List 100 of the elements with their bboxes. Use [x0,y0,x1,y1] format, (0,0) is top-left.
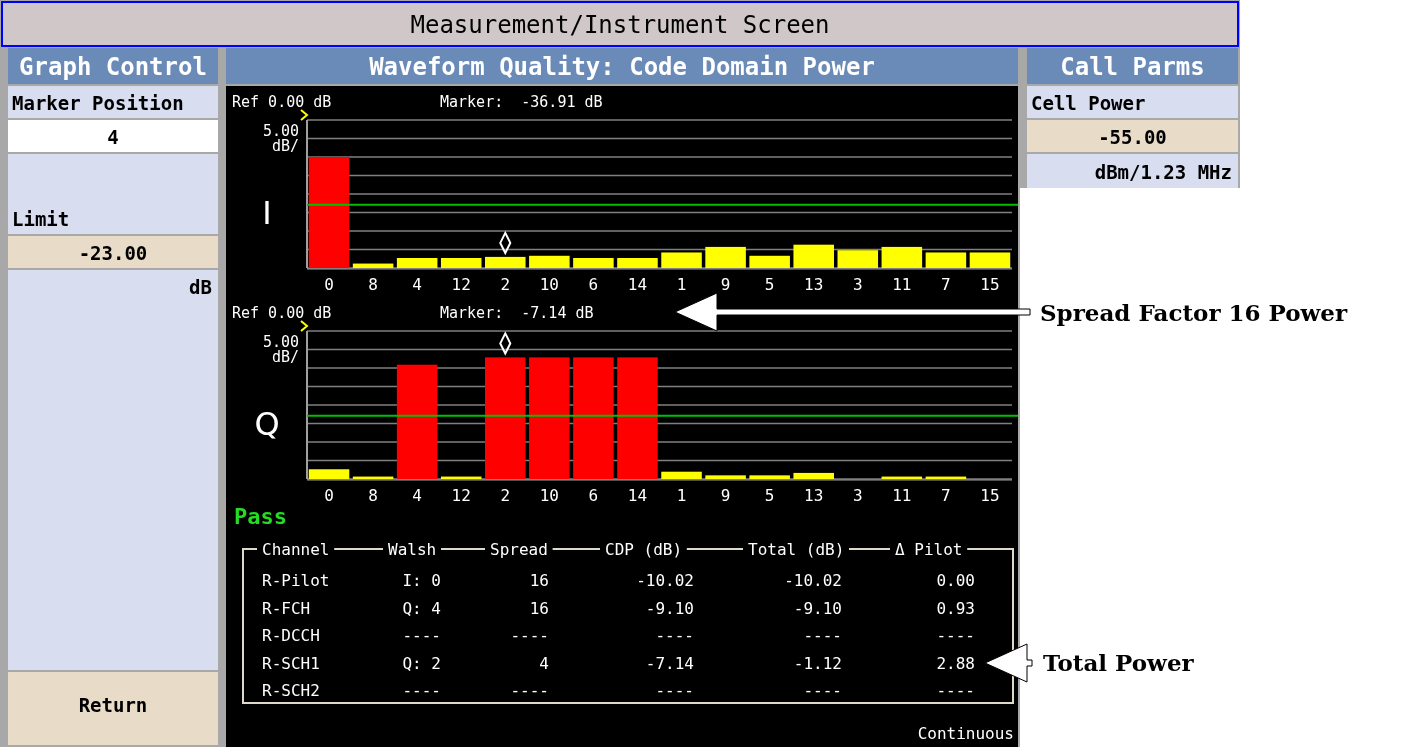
text: Ref 0.00 dB [232,304,332,322]
x-tick-label: 10 [539,275,559,294]
x-tick-label: 0 [324,275,334,294]
category-label: Channel [262,540,330,559]
text: I: 0 [402,571,441,590]
text: ---- [510,681,549,700]
category-label: R-DCCH [262,626,320,645]
x-tick-label: 6 [588,275,599,294]
bar [485,256,526,268]
text: -9.10 [793,599,842,618]
text: ---- [803,681,842,700]
bar [749,475,790,479]
x-tick-label: 7 [941,486,951,505]
category-label: Δ Pilot [895,540,963,559]
text: -55.00 [1098,126,1167,148]
text: 16 [529,599,549,618]
text: Total Power [1043,649,1195,676]
text: Q: 2 [402,654,441,673]
category-label: R-SCH2 [262,681,320,700]
category-label: R-Pilot [262,571,330,590]
text: Graph Control [19,53,207,81]
x-tick-label: 5 [764,275,775,294]
x-tick-label: 13 [804,486,824,505]
text: 16 [529,571,549,590]
x-tick-label: 9 [720,486,731,505]
x-tick-label: 10 [539,486,559,505]
bar [837,250,879,268]
text: -9.10 [645,599,694,618]
text: 0.93 [936,599,975,618]
x-tick-label: 6 [588,486,599,505]
text: ---- [936,626,975,645]
bar [529,357,570,479]
text: Cell Power [1031,92,1146,114]
text: Continuous [917,724,1014,743]
text: ---- [402,626,441,645]
x-tick-label: 11 [892,275,912,294]
text: 4 [539,654,549,673]
text: ---- [655,626,694,645]
bar [440,258,482,268]
text: Return [78,694,148,716]
category-label: R-FCH [262,599,311,618]
category-label: Spread [490,540,548,559]
y-axis-title: I [262,194,272,232]
text: -10.02 [636,571,694,590]
text: Ref 0.00 dB [232,93,332,111]
bar [661,252,702,268]
text: ---- [655,681,694,700]
x-tick-label: 7 [941,275,951,294]
text: 5.00 dB/ [262,122,299,155]
x-tick-label: 5 [764,486,775,505]
x-tick-label: 3 [852,275,863,294]
x-tick-label: 1 [676,486,687,505]
bar [925,252,967,268]
x-tick-label: 14 [627,486,648,505]
bar [573,258,614,268]
category-label: R-SCH1 [262,654,320,673]
category-label: Total (dB) [748,540,845,559]
text: 0.00 [936,571,975,590]
bar [705,246,746,268]
text: ---- [936,681,975,700]
text: Marker Position [12,92,184,114]
bar [308,469,350,479]
text: Measurement/Instrument Screen [410,11,830,39]
bar [793,244,834,268]
bar [881,246,923,268]
text: Spread Factor 16 Power [1040,299,1348,326]
text: ---- [510,626,549,645]
text: 4 [107,126,119,148]
x-tick-label: 3 [852,486,863,505]
x-tick-label: 12 [451,275,471,294]
text: Marker: -36.91 dB [440,93,603,111]
x-tick-label: 11 [892,486,912,505]
text: ---- [402,681,441,700]
text: ---- [803,626,842,645]
x-tick-label: 15 [980,275,1000,294]
bar [969,252,1011,268]
y-axis-title: Q [254,405,280,443]
bar [573,357,614,479]
text: -7.14 [645,654,694,673]
category-label: CDP (dB) [605,540,683,559]
text: -1.12 [793,654,842,673]
x-tick-label: 0 [324,486,334,505]
bar [617,258,658,268]
x-tick-label: 12 [451,486,471,505]
category-label: Walsh [388,540,437,559]
text: dBm/1.23 MHz [1094,161,1232,183]
x-tick-label: 8 [368,275,378,294]
text: -10.02 [784,571,842,590]
text: dB [189,276,212,298]
bar [396,364,438,479]
x-tick-label: 4 [412,486,422,505]
text: -23.00 [78,242,148,264]
x-tick-label: 2 [500,275,511,294]
x-tick-label: 13 [804,275,824,294]
bar [705,475,746,479]
bar [617,357,658,479]
x-tick-label: 4 [412,275,422,294]
text: Limit [12,208,70,230]
text: Pass [234,504,287,529]
bar [308,156,350,268]
